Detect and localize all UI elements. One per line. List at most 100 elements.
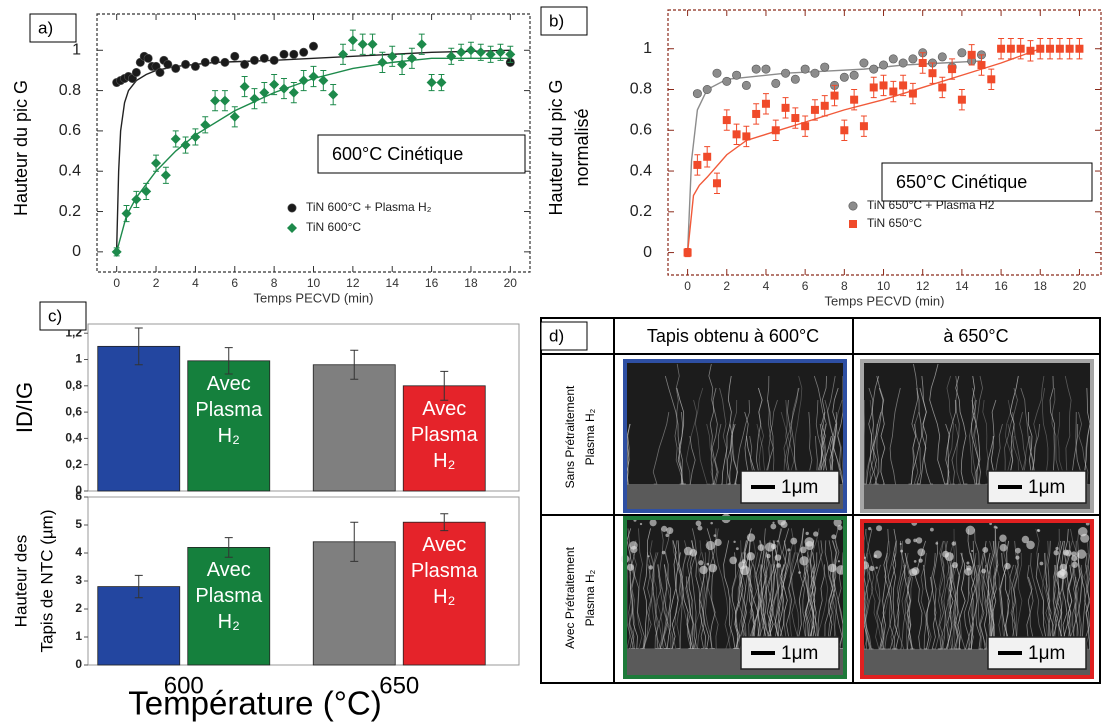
y-tick-label: 0 [75,483,82,497]
texture [729,556,738,565]
texture [891,540,899,650]
point [859,122,868,131]
panel-label-box [540,6,588,36]
point [712,68,722,78]
point [298,75,309,86]
texture [971,399,978,485]
point [840,126,849,135]
bar-text: Avec Plasma H₂ [195,559,263,634]
point [948,65,957,74]
texture [719,387,730,485]
texture [908,387,923,485]
point [693,160,702,169]
bar [97,345,181,492]
scale-label: 1μm [1028,643,1065,664]
point [820,62,830,72]
point [259,87,270,98]
x-tick-label: 14 [955,279,969,293]
point [200,119,211,130]
texture [649,552,663,649]
texture [999,534,1007,542]
fit-curve [686,60,982,253]
texture [900,549,903,553]
texture [700,528,717,649]
y-tick-label: 0,4 [65,431,82,445]
bar [187,360,271,492]
point [397,59,408,70]
texture [631,540,637,649]
texture [787,548,791,552]
texture [951,375,960,485]
texture [863,556,866,559]
x-tick-label: 12 [916,279,930,293]
point [210,55,220,65]
texture [878,387,886,485]
point [1006,44,1015,53]
y-axis-label: Hauteur du pic G [11,80,31,216]
point [347,35,358,46]
texture [918,558,923,563]
point [239,81,250,92]
texture [940,576,950,650]
texture [770,523,777,530]
legend-label: TiN 650°C + Plasma H2 [867,198,995,212]
texture [677,540,694,649]
point [771,78,781,88]
point [830,91,839,100]
texture [1085,564,1090,650]
texture [929,363,948,485]
panel-label-box [540,321,588,351]
texture [975,552,984,650]
point [505,49,516,60]
texture [626,563,635,571]
x-axis-label: Temps PECVD (min) [254,290,374,305]
texture [828,563,837,573]
texture [649,540,658,649]
point [957,95,966,104]
texture [699,564,708,649]
y-tick-label: 1 [75,629,82,643]
point [288,87,299,98]
x-tick-label: 14 [386,276,400,290]
point [289,49,299,59]
point [987,75,996,84]
y-axis-label: normalisé [572,108,592,186]
y-tick-label: 5 [75,517,82,531]
texture [723,540,736,649]
point [820,101,829,110]
point [1065,44,1074,53]
bar-text: Avec Plasma H₂ [410,534,478,609]
point [899,81,908,90]
bar-text-box: Avec Plasma H₂ [195,373,262,447]
x-tick-label: 20 [504,276,518,290]
image-border [623,516,847,679]
texture [690,540,710,649]
point [722,116,731,125]
point [141,186,152,197]
texture [710,521,713,525]
point [1075,44,1084,53]
y-tick-label: 0 [643,244,652,261]
y-axis-label: Hauteur du pic G [546,79,566,215]
x-tick-label: 10 [877,279,891,293]
point [859,58,869,68]
texture [943,564,954,650]
texture [833,518,842,527]
texture [947,540,956,650]
image-border [860,519,1094,679]
texture [899,543,902,546]
texture [683,546,693,556]
x-tick-label: 8 [271,276,278,290]
point [229,111,240,122]
texture [971,375,981,485]
texture [628,564,635,649]
texture [964,567,973,576]
texture [893,564,907,650]
point [416,39,427,50]
point [781,103,790,112]
y-axis-label: Tapis de NTC (µm) [37,510,56,653]
texture [837,560,841,563]
point [308,41,318,51]
texture [865,564,874,650]
